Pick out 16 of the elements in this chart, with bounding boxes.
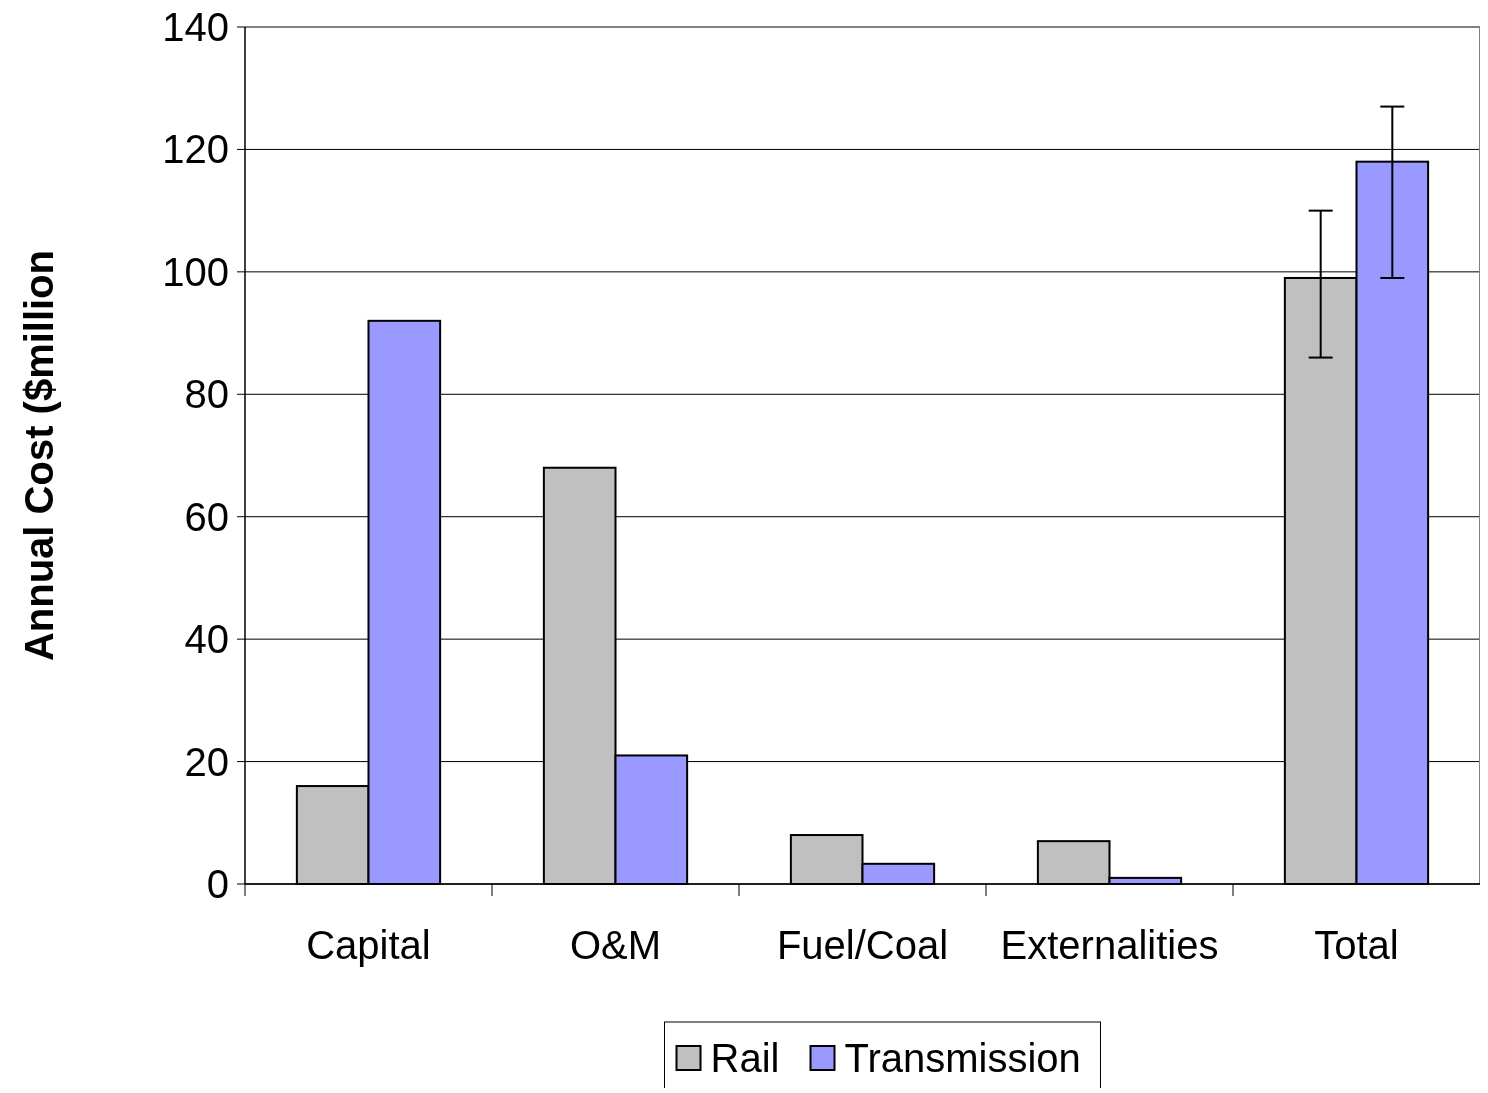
x-tick-label: Capital	[306, 923, 431, 967]
y-tick-label: 60	[184, 494, 229, 539]
x-tick-label: O&M	[569, 923, 662, 967]
legend-label: Transmission	[844, 1036, 1081, 1080]
y-tick-label: 0	[206, 862, 229, 906]
y-tick-label: 20	[184, 739, 229, 784]
y-tick-label: 40	[184, 617, 229, 662]
x-tick-label: Externalities	[1000, 923, 1219, 967]
x-tick-label: Fuel/Coal	[776, 923, 949, 967]
y-tick-label: 80	[184, 372, 229, 417]
y-tick-label: 100	[162, 249, 229, 294]
y-tick-label: 140	[162, 5, 229, 49]
y-tick-label: 120	[162, 127, 229, 172]
x-tick-label: Total	[1314, 923, 1399, 967]
legend-label: Rail	[710, 1036, 780, 1080]
y-axis-title: Annual Cost ($million	[17, 249, 61, 662]
